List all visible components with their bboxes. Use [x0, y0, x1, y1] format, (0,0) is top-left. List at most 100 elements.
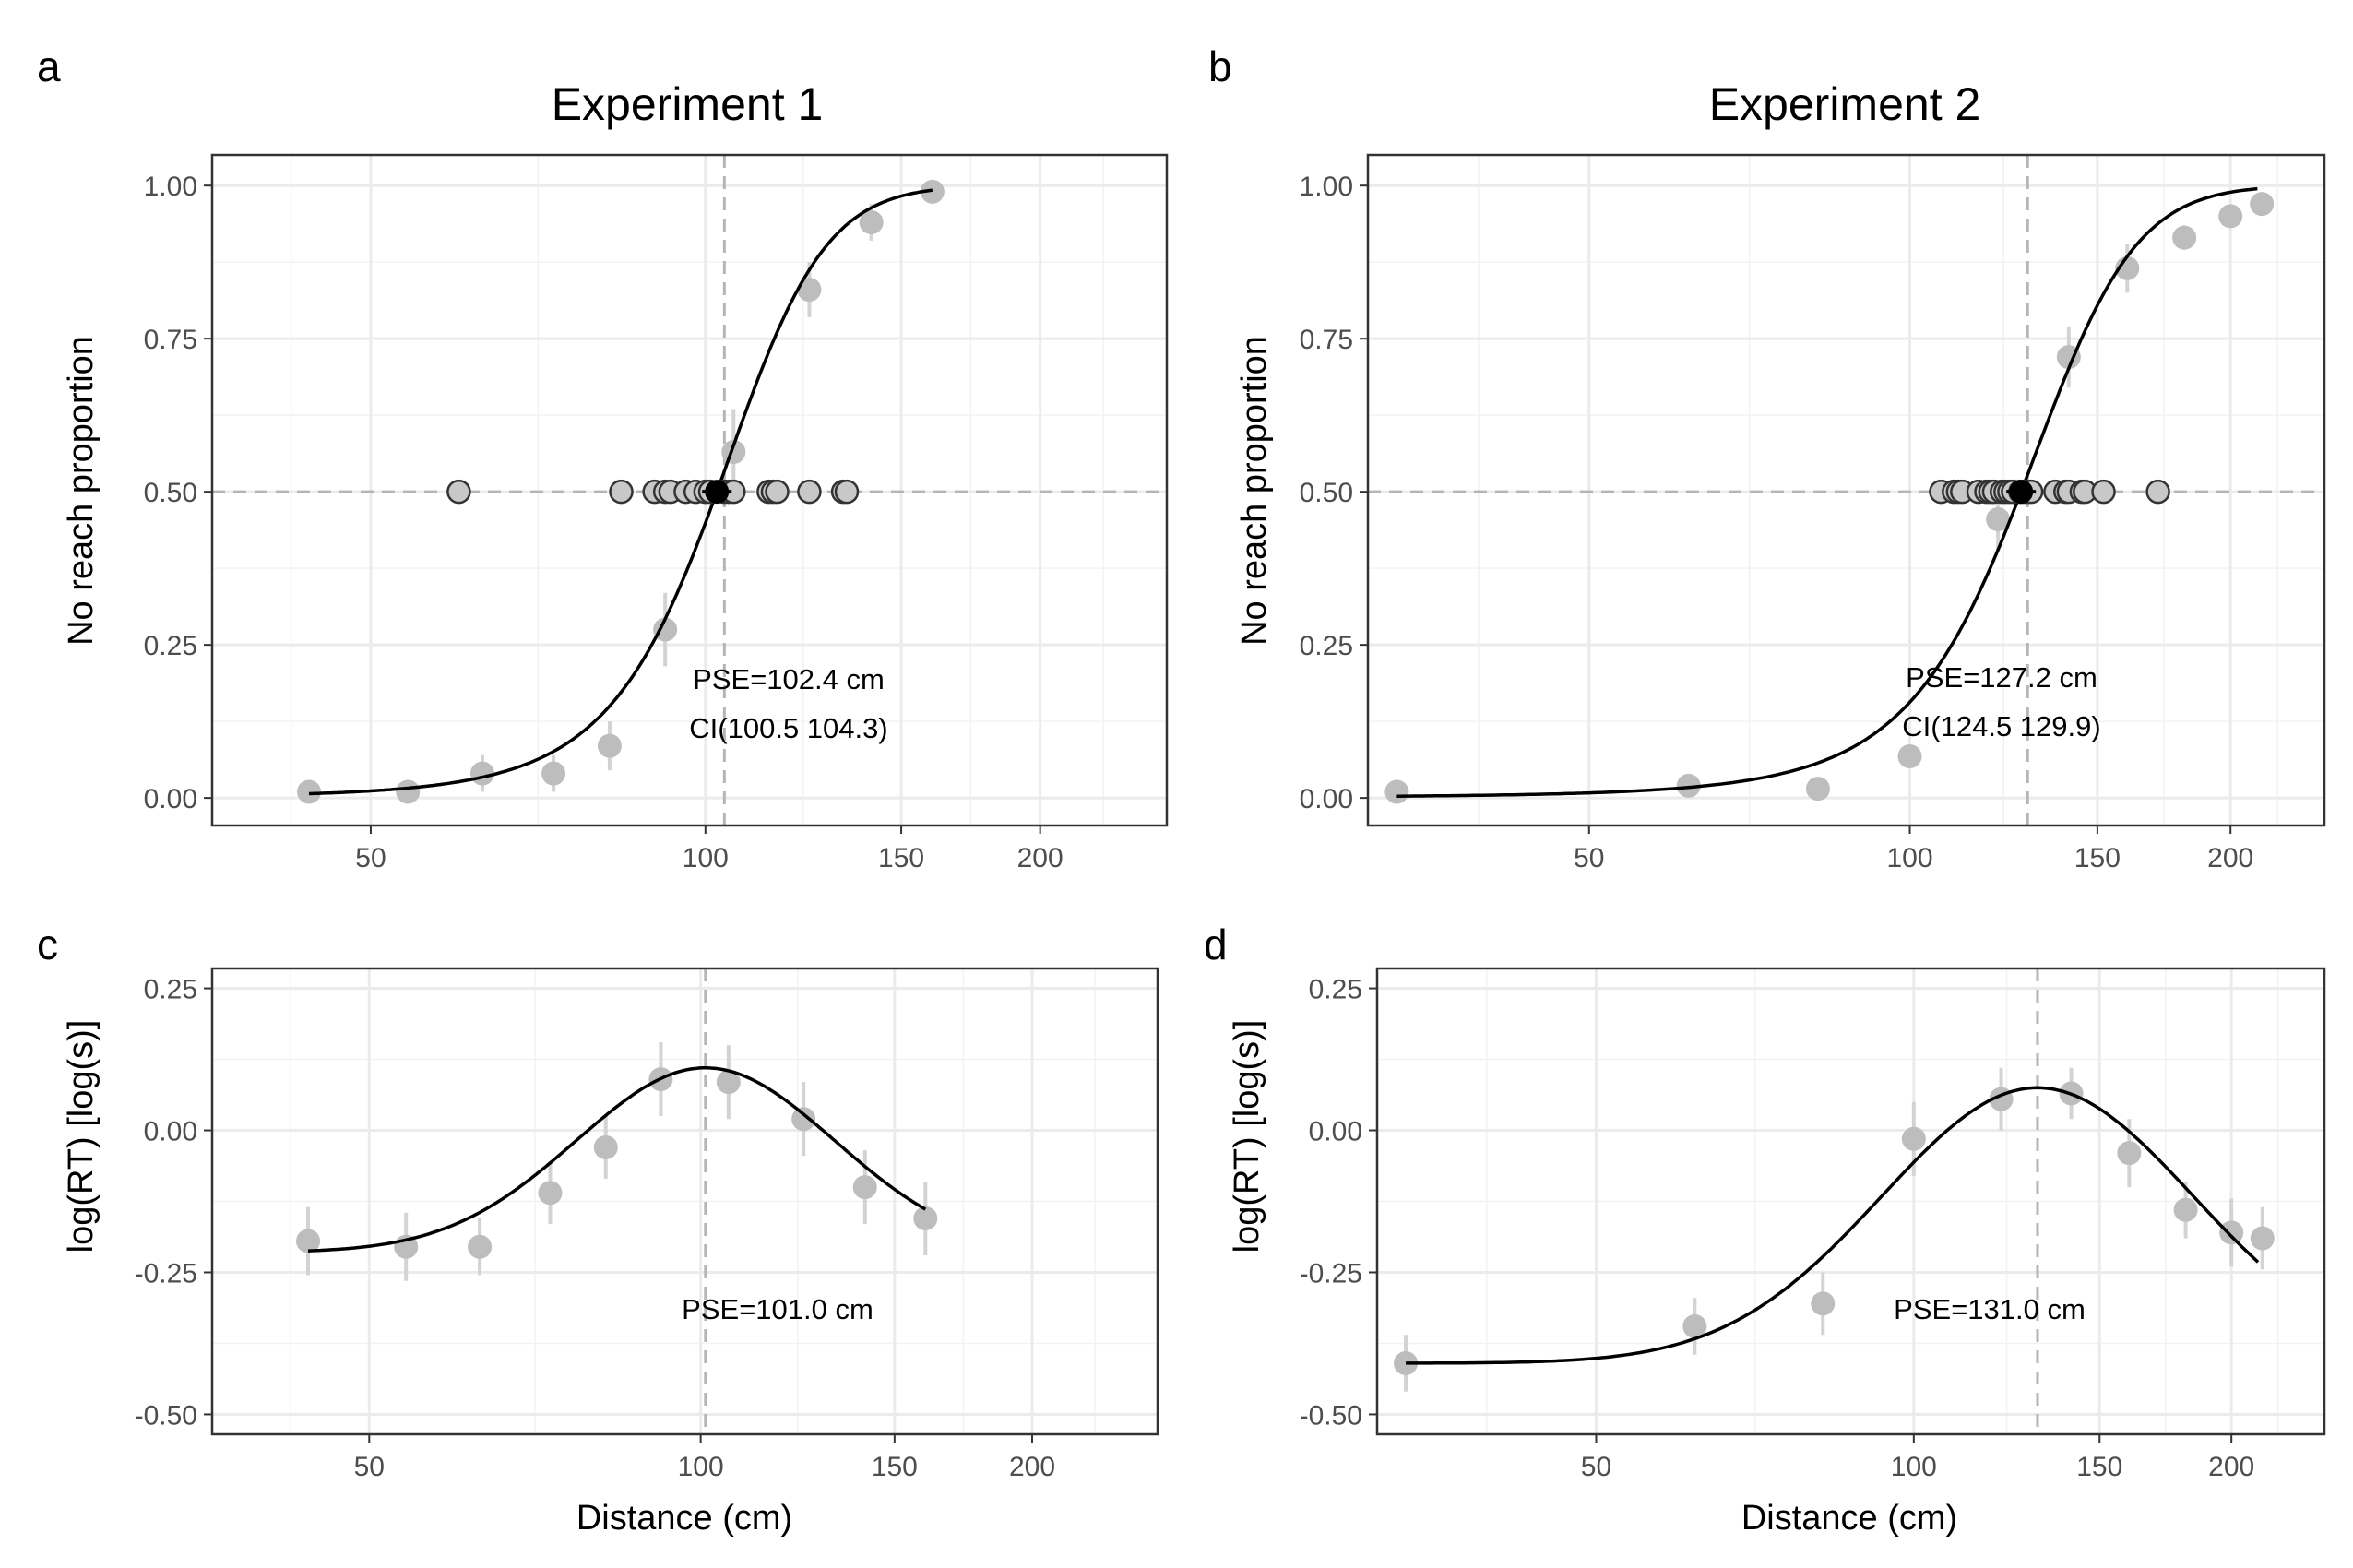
panel-d: d log(RT) [log(s)] Distance (cm) 50 100 15…: [1204, 921, 2326, 1538]
y-tick-label: 0.50: [1300, 478, 1353, 508]
data-point: [2218, 204, 2243, 229]
panel-a: a Experiment 1 No reach proportion 50 100…: [37, 42, 1169, 873]
threshold-point: [2145, 479, 2170, 505]
x-axis-label: Distance (cm): [576, 1499, 792, 1538]
y-tick-label: 0.00: [1309, 1117, 1362, 1147]
y-tick-label: 0.75: [144, 325, 197, 355]
data-point: [2172, 225, 2197, 250]
y-tick-label: 0.25: [144, 975, 197, 1005]
gridlines: [212, 968, 1158, 1434]
x-tick-label: 50: [1574, 843, 1604, 873]
x-tick-label: 150: [878, 843, 924, 873]
threshold-point: [2091, 479, 2116, 505]
panel-border: [1366, 153, 2326, 827]
y-tick-label: 0.00: [144, 1117, 197, 1147]
y-tick-label: 0.00: [144, 784, 197, 814]
data-point: [1682, 1313, 1707, 1338]
data-point: [469, 761, 494, 786]
data-point: [468, 1234, 493, 1259]
data-point: [913, 1206, 938, 1230]
data-point: [1901, 1126, 1926, 1151]
y-tick-label: 0.50: [144, 478, 197, 508]
x-axis-label: Distance (cm): [1741, 1499, 1957, 1538]
plot-area: 50 100 150 200 0.00 0.25 0.50 0.75 1.00: [144, 153, 1169, 873]
threshold-point: [446, 479, 471, 505]
data-point: [593, 1134, 618, 1159]
data-series: [1394, 1067, 2275, 1392]
data-point: [396, 779, 421, 804]
x-tick-label: 100: [1886, 843, 1932, 873]
y-axis-label: log(RT) [log(s)]: [1228, 1020, 1266, 1253]
fitted-curve: [307, 1066, 927, 1253]
x-tick-label: 50: [1581, 1452, 1611, 1482]
x-tick-label: 200: [1009, 1452, 1055, 1482]
panel-title: Experiment 1: [552, 78, 824, 130]
data-point: [1384, 779, 1409, 804]
annotation-line-2: CI(124.5 129.9): [1902, 710, 2100, 742]
plot-area: 50 100 150 200 0.00 0.25 0.50 0.75 1.00: [1300, 153, 2326, 873]
y-tick-label: -0.50: [135, 1400, 197, 1431]
pse-marker: [705, 480, 730, 505]
fitted-curve: [1396, 186, 2258, 798]
y-tick-label: -0.50: [1300, 1400, 1362, 1431]
data-series: [296, 1042, 938, 1281]
y-tick-label: -0.25: [135, 1258, 197, 1289]
y-tick-label: 1.00: [144, 172, 197, 202]
annotation-line-1: PSE=127.2 cm: [1906, 661, 2097, 694]
threshold-point: [609, 479, 634, 505]
threshold-point: [834, 479, 860, 505]
data-point: [2250, 192, 2275, 217]
y-tick-label: 0.25: [1300, 631, 1353, 661]
plot-background: [1368, 155, 2324, 826]
pse-marker: [2009, 480, 2034, 505]
data-point: [1986, 507, 2011, 532]
annotation-line-1: PSE=131.0 cm: [1894, 1293, 2086, 1325]
x-tick-label: 150: [2076, 1452, 2122, 1482]
y-axis-label: No reach proportion: [62, 336, 101, 646]
plot-area: 50 100 150 200 -0.50 -0.25 0.00 0.25: [1300, 967, 2326, 1482]
x-tick-label: 50: [354, 1452, 385, 1482]
data-point: [538, 1181, 563, 1206]
axis-ticks: 50 100 150 200 -0.50 -0.25 0.00 0.25: [135, 975, 1055, 1482]
data-point: [1676, 773, 1701, 798]
panel-c: c log(RT) [log(s)] Distance (cm) 50 100 15…: [37, 921, 1159, 1538]
annotation-line-1: PSE=102.4 cm: [693, 663, 885, 695]
data-point: [296, 1229, 321, 1253]
data-point: [2117, 1141, 2142, 1166]
data-point: [859, 210, 884, 235]
axis-ticks: 50 100 150 200 -0.50 -0.25 0.00 0.25: [1300, 975, 2255, 1482]
axis-ticks: 50 100 150 200 0.00 0.25 0.50 0.75 1.00: [1300, 172, 2254, 873]
y-tick-label: 0.25: [144, 631, 197, 661]
y-tick-label: 0.25: [1309, 975, 1362, 1005]
plot-area: 50 100 150 200 -0.50 -0.25 0.00 0.25: [135, 967, 1159, 1482]
x-tick-label: 200: [2207, 843, 2253, 873]
data-point: [597, 733, 622, 758]
y-axis-label: log(RT) [log(s)]: [62, 1020, 101, 1253]
fitted-curve: [1406, 1086, 2260, 1365]
y-tick-label: 0.75: [1300, 325, 1353, 355]
y-tick-label: -0.25: [1300, 1258, 1362, 1289]
axis-ticks: 50 100 150 200 0.00 0.25 0.50 0.75 1.00: [144, 172, 1064, 873]
y-tick-label: 0.00: [1300, 784, 1353, 814]
x-tick-label: 150: [872, 1452, 918, 1482]
data-point: [2173, 1197, 2198, 1222]
x-tick-label: 150: [2074, 843, 2121, 873]
data-point: [1805, 777, 1830, 802]
data-point: [653, 617, 678, 642]
data-point: [797, 278, 822, 303]
y-axis-label: No reach proportion: [1235, 336, 1274, 646]
panel-border: [1375, 967, 2326, 1436]
x-tick-label: 200: [1017, 843, 1064, 873]
data-point: [297, 779, 322, 804]
threshold-point: [797, 479, 822, 505]
panel-label: d: [1204, 921, 1228, 968]
y-tick-label: 1.00: [1300, 172, 1353, 202]
annotation-line-1: PSE=101.0 cm: [682, 1293, 873, 1325]
panel-border: [210, 153, 1169, 827]
panel-title: Experiment 2: [1709, 78, 1981, 130]
x-tick-label: 100: [683, 843, 729, 873]
data-point: [541, 761, 566, 786]
panel-label: a: [37, 42, 61, 90]
threshold-point: [765, 479, 790, 505]
data-point: [2250, 1226, 2275, 1251]
